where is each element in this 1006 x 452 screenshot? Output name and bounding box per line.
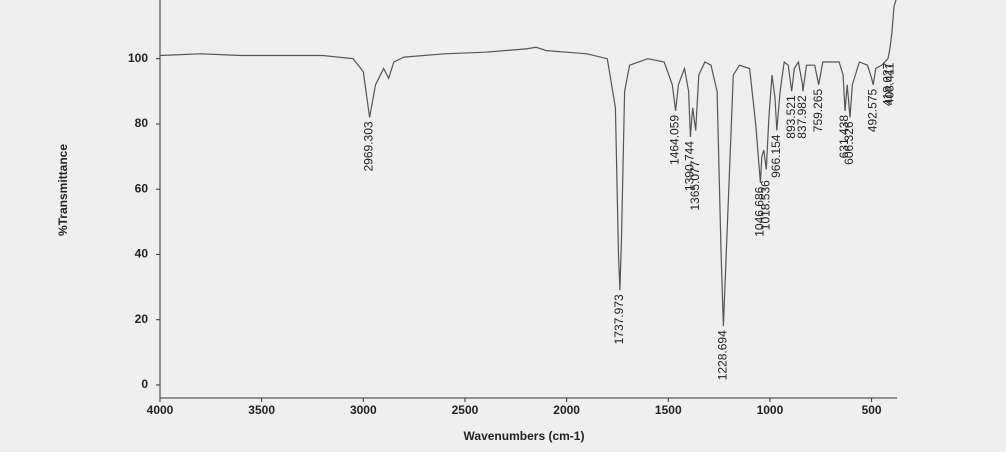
x-tick-label: 4000 xyxy=(147,403,174,417)
peak-label: 1018.536 xyxy=(758,180,772,230)
peak-label: 1046.686 xyxy=(753,186,767,236)
peak-label: 1228.694 xyxy=(716,330,730,380)
peak-label: 1737.973 xyxy=(612,294,626,344)
y-tick-label: 0 xyxy=(141,377,148,391)
y-tick-label: 80 xyxy=(135,116,149,130)
x-tick-label: 2500 xyxy=(452,403,479,417)
peak-label: 1390.744 xyxy=(683,141,697,191)
peak-label: 418.627 xyxy=(880,62,894,106)
x-tick-label: 3500 xyxy=(248,403,275,417)
peak-label: 606.326 xyxy=(842,121,856,165)
peak-label: 837.982 xyxy=(795,95,809,139)
x-tick-label: 1500 xyxy=(655,403,682,417)
x-tick-label: 2000 xyxy=(553,403,580,417)
peak-label: 966.154 xyxy=(769,134,783,178)
peak-label: 1365.077 xyxy=(688,160,702,210)
x-tick-label: 500 xyxy=(862,403,882,417)
spectrum-line xyxy=(159,0,897,327)
peak-label: 893.521 xyxy=(784,95,798,139)
peak-label: 1464.059 xyxy=(668,115,682,165)
peak-label: 408.411 xyxy=(882,62,896,105)
x-tick-label: 3000 xyxy=(350,403,377,417)
y-tick-label: 40 xyxy=(135,247,149,261)
peak-label: 492.575 xyxy=(865,89,879,133)
y-tick-label: 20 xyxy=(135,312,149,326)
y-axis-label: %Transmittance xyxy=(56,144,70,236)
y-tick-label: 100 xyxy=(128,51,148,65)
peak-label: 759.265 xyxy=(811,89,825,133)
x-tick-label: 1000 xyxy=(757,403,784,417)
x-axis-label: Wavenumbers (cm-1) xyxy=(464,429,585,443)
y-tick-label: 60 xyxy=(135,181,149,195)
peak-label: 2969.303 xyxy=(362,121,376,171)
peak-label: 631.438 xyxy=(837,115,851,159)
